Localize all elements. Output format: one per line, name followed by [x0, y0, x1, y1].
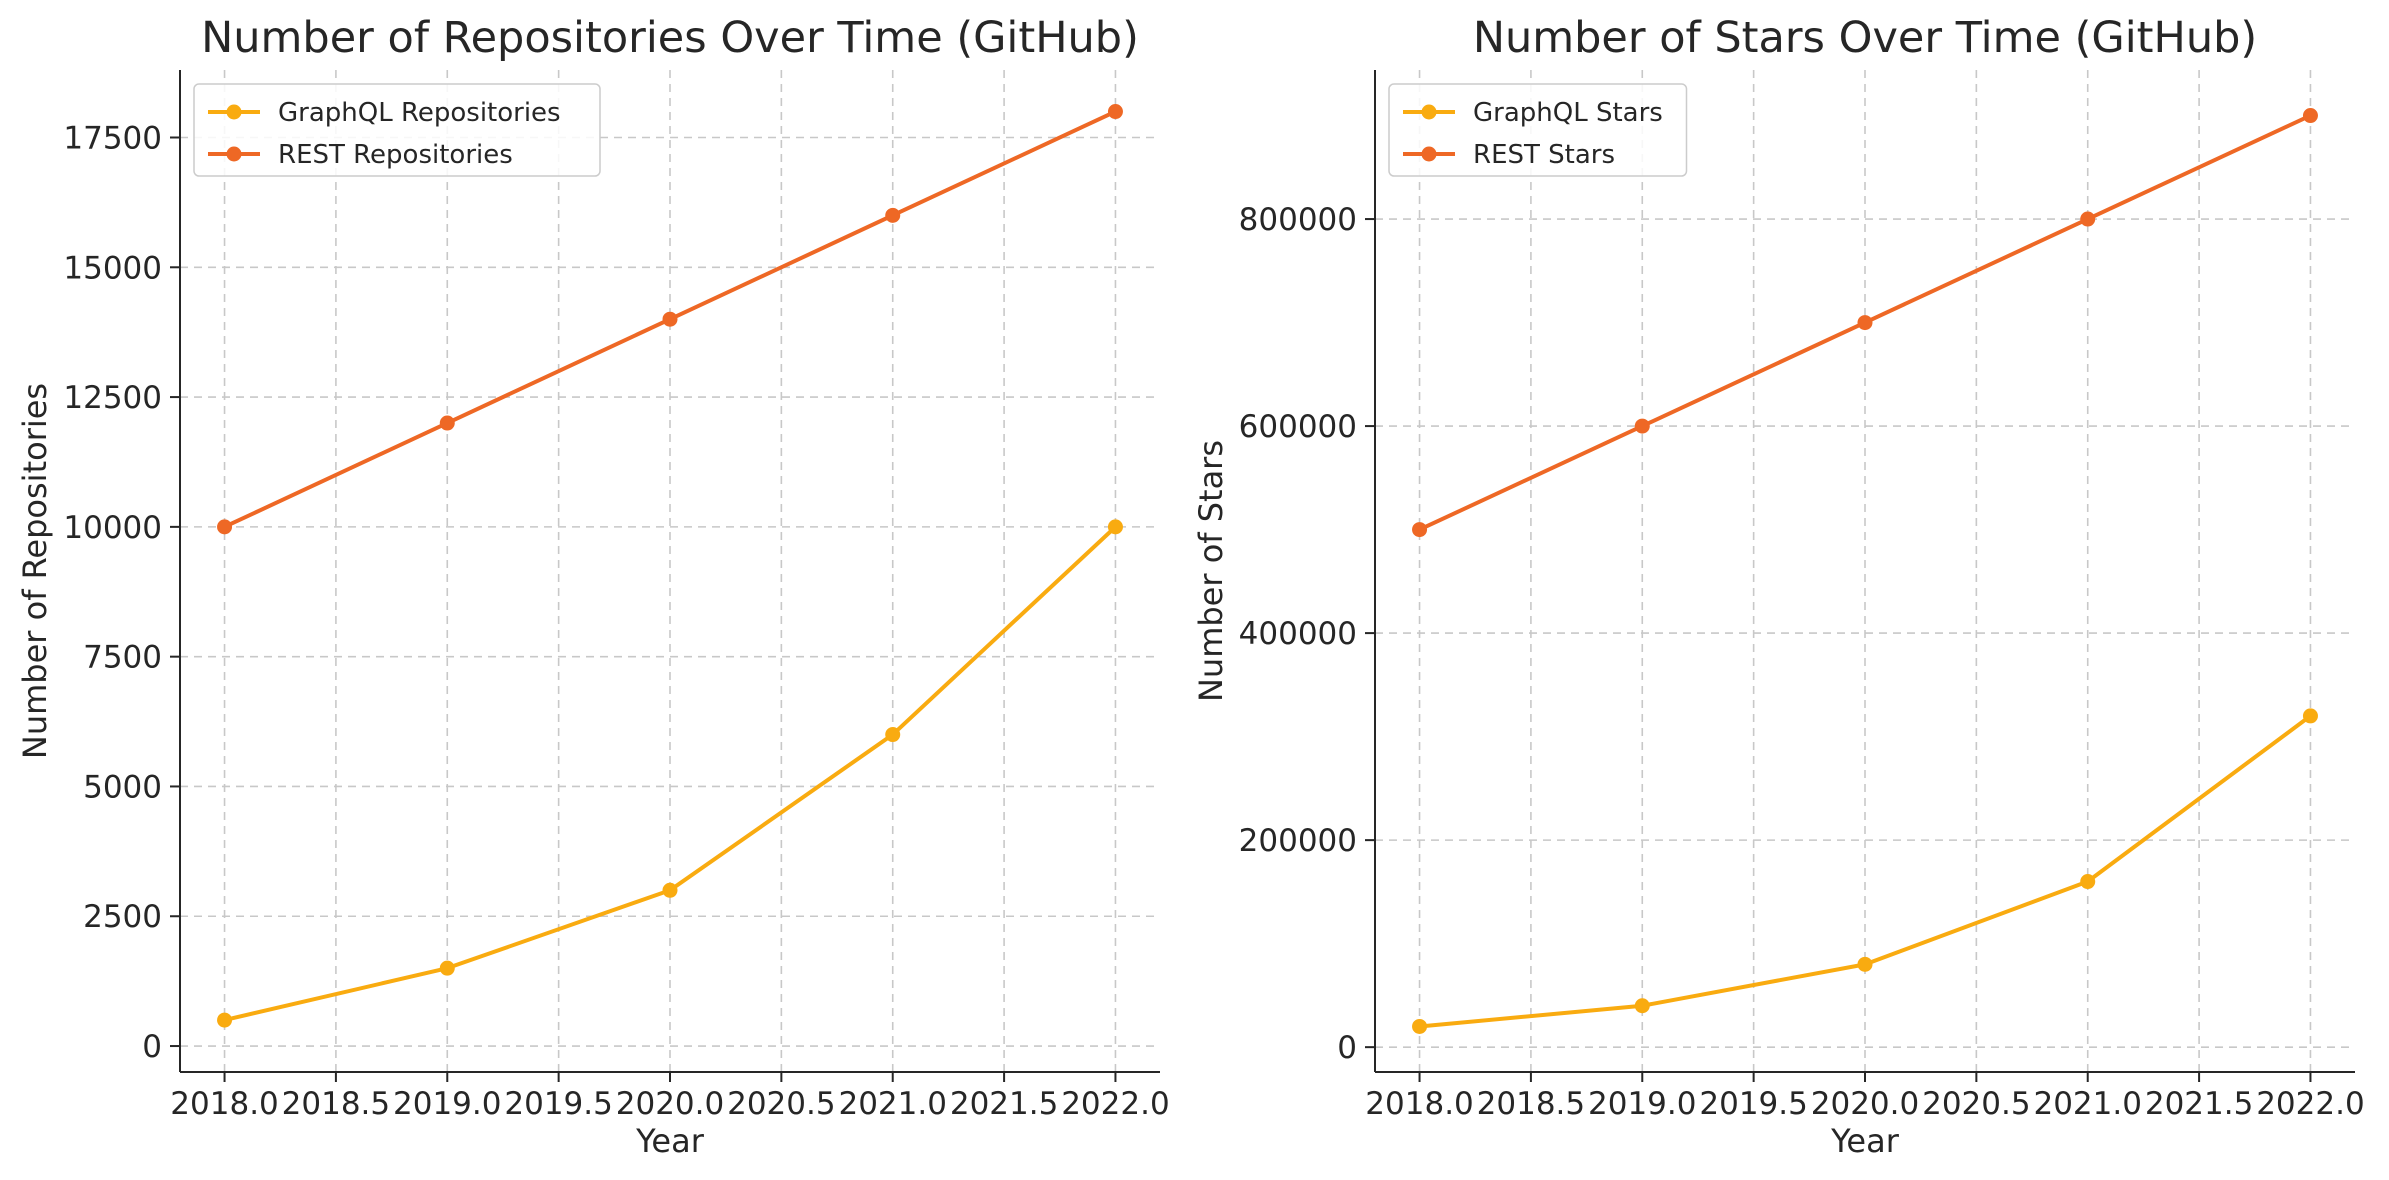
- stars-legend: GraphQL Stars REST Stars: [1388, 83, 1688, 177]
- stars-chart: Number of Stars Over Time (GitHub) 2018.0…: [1192, 13, 2365, 1160]
- repos-data-point: [1107, 104, 1123, 120]
- stars-y-tick-label: 600000: [1239, 409, 1357, 445]
- repos-y-tick-label: 0: [142, 1029, 162, 1065]
- repos-legend-swatch-marker: [226, 146, 242, 162]
- repos-y-tick-label: 5000: [83, 769, 162, 805]
- repos-legend-label: GraphQL Repositories: [278, 98, 561, 128]
- repos-data-point: [885, 207, 901, 223]
- stars-y-axis-label: Number of Stars: [1192, 440, 1230, 702]
- stars-legend-frame: [1388, 83, 1688, 177]
- repos-data-point: [1107, 519, 1123, 535]
- repos-legend: GraphQL Repositories REST Repositories: [193, 83, 601, 177]
- repos-data-point: [217, 1012, 233, 1028]
- repos-x-tick-label: 2020.0: [616, 1086, 724, 1122]
- stars-data-point: [1634, 418, 1650, 434]
- stars-data-point: [1857, 956, 1873, 972]
- stars-data-point: [1412, 1018, 1428, 1034]
- repos-x-axis-label: Year: [635, 1122, 705, 1160]
- repos-series-rest: [217, 104, 1123, 535]
- stars-legend-label: GraphQL Stars: [1473, 98, 1663, 128]
- stars-legend-swatch-marker: [1421, 146, 1437, 162]
- stars-data-point: [1634, 998, 1650, 1014]
- stars-data-point: [1857, 315, 1873, 331]
- stars-x-tick-label: 2020.5: [1922, 1086, 2030, 1122]
- repos-y-tick-label: 17500: [63, 120, 162, 156]
- repos-y-tick-label: 12500: [63, 380, 162, 416]
- repos-y-tick-label: 10000: [63, 510, 162, 546]
- stars-x-axis-label: Year: [1830, 1122, 1900, 1160]
- repos-legend-frame: [193, 83, 601, 177]
- stars-data-point: [2302, 108, 2318, 124]
- stars-data-point: [2302, 708, 2318, 724]
- stars-x-tick-label: 2018.5: [1477, 1086, 1585, 1122]
- repos-data-point: [439, 415, 455, 431]
- repos-chart: Number of Repositories Over Time (GitHub…: [16, 13, 1170, 1160]
- repos-data-point: [885, 727, 901, 743]
- repos-data-point: [662, 882, 678, 898]
- repos-gridlines: [180, 70, 1160, 1072]
- stars-legend-label: REST Stars: [1473, 140, 1615, 170]
- repos-x-tick-label: 2019.5: [504, 1086, 612, 1122]
- stars-chart-title: Number of Stars Over Time (GitHub): [1473, 13, 2257, 63]
- stars-series-rest: [1412, 108, 2318, 538]
- repos-chart-title: Number of Repositories Over Time (GitHub…: [201, 13, 1139, 63]
- repos-legend-label: REST Repositories: [278, 140, 513, 170]
- repos-legend-swatch-marker: [226, 104, 242, 120]
- stars-series-graphql: [1412, 708, 2318, 1034]
- repos-data-point: [662, 311, 678, 327]
- repos-data-point: [217, 519, 233, 535]
- repos-x-tick-label: 2021.5: [950, 1086, 1058, 1122]
- repos-x-tick-label: 2019.0: [393, 1086, 501, 1122]
- stars-x-tick-label: 2021.5: [2145, 1086, 2253, 1122]
- stars-x-tick-label: 2020.0: [1811, 1086, 1919, 1122]
- repos-x-tick-label: 2020.5: [727, 1086, 835, 1122]
- stars-y-tick-label: 800000: [1239, 202, 1357, 238]
- stars-x-tick-label: 2018.0: [1365, 1086, 1473, 1122]
- repos-y-tick-label: 7500: [83, 640, 162, 676]
- stars-y-tick-label: 200000: [1239, 823, 1357, 859]
- repos-series-graphql: [217, 519, 1123, 1028]
- stars-x-tick-label: 2019.5: [1699, 1086, 1807, 1122]
- repos-x-tick-label: 2018.5: [282, 1086, 390, 1122]
- stars-x-tick-label: 2019.0: [1588, 1086, 1696, 1122]
- repos-x-tick-label: 2022.0: [1061, 1086, 1169, 1122]
- repos-y-axis-label: Number of Repositories: [16, 383, 54, 759]
- repos-x-tick-label: 2021.0: [838, 1086, 946, 1122]
- stars-data-point: [2080, 211, 2096, 227]
- stars-y-tick-label: 400000: [1239, 616, 1357, 652]
- stars-x-tick-label: 2021.0: [2033, 1086, 2141, 1122]
- repos-data-point: [439, 960, 455, 976]
- stars-gridlines: [1375, 70, 2355, 1072]
- stars-x-tick-label: 2022.0: [2256, 1086, 2364, 1122]
- stars-y-tick-label: 0: [1337, 1030, 1357, 1066]
- stars-data-point: [2080, 874, 2096, 890]
- stars-legend-swatch-marker: [1421, 104, 1437, 120]
- repos-y-tick-label: 2500: [83, 899, 162, 935]
- repos-x-tick-label: 2018.0: [170, 1086, 278, 1122]
- stars-data-point: [1412, 522, 1428, 538]
- repos-y-tick-label: 15000: [63, 250, 162, 286]
